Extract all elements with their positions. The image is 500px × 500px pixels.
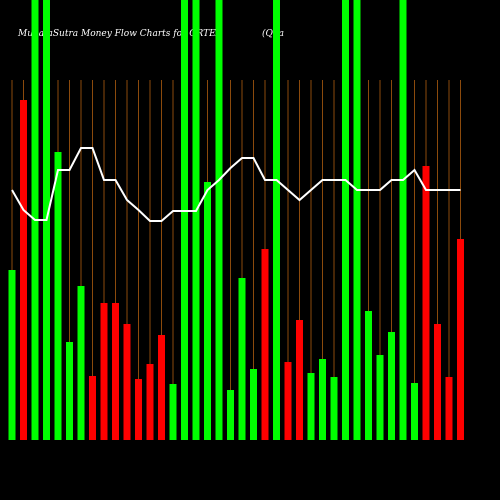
bar [204,182,211,440]
bar [215,0,223,440]
bar [284,362,292,440]
bar [135,379,142,440]
bar [227,390,234,440]
bar [100,303,108,440]
bar [330,377,338,440]
chart-title: MunafaSutra Money Flow Charts for QRTEA [17,29,223,39]
bar [457,239,464,440]
bar [399,0,407,440]
bar [66,342,73,440]
bar [365,311,372,440]
bar [388,332,395,440]
bar [77,286,85,440]
bar [112,303,119,440]
bar [146,364,154,440]
bar [411,383,418,440]
bar [158,335,165,440]
bar [296,320,303,440]
bar [342,0,349,440]
bar [261,249,269,440]
bar [89,376,96,440]
bar [192,0,200,440]
bar [319,359,326,440]
bar [422,166,430,440]
bar [273,0,280,440]
bar [54,152,62,440]
bar [376,355,384,440]
bar [250,369,257,440]
bar [238,278,246,440]
bar [307,373,315,440]
money-flow-line [11,147,461,222]
bar [169,384,177,440]
bar [434,324,441,440]
bar [123,324,131,440]
bar [445,377,453,440]
bar [20,100,27,440]
bar [181,0,188,440]
bar [353,0,361,440]
bar [8,270,16,440]
